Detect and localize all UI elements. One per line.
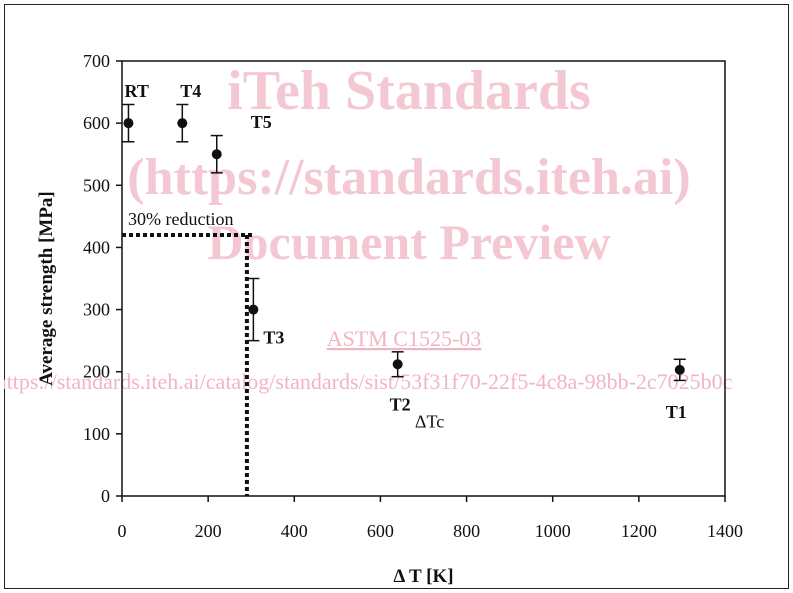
- y-axis-title: Average strength [MPa]: [36, 191, 57, 386]
- x-axis: 0 200 400 600 800 1000 1200 1400: [118, 496, 743, 541]
- data-point-t4: [177, 118, 188, 129]
- y-tick-label: 200: [83, 362, 110, 382]
- y-tick-label: 400: [83, 237, 110, 257]
- x-tick-label: 1400: [707, 521, 743, 541]
- frame-border: [4, 4, 789, 589]
- point-label-t3: T3: [263, 328, 284, 348]
- y-tick-label: 600: [83, 113, 110, 133]
- y-tick-label: 500: [83, 175, 110, 195]
- annotation-delta-tc: ΔTc: [415, 412, 444, 432]
- x-tick-label: 1000: [535, 521, 571, 541]
- data-point-t5: [211, 149, 222, 160]
- point-label-t5: T5: [251, 112, 272, 132]
- point-label-t4: T4: [180, 81, 201, 101]
- data-point-rt: [123, 118, 134, 129]
- data-point-t1: [674, 364, 685, 375]
- plot-area: [121, 60, 726, 497]
- y-tick-label: 700: [83, 51, 110, 71]
- data-point-t2: [392, 359, 403, 370]
- strength-chart: iTeh Standards (https://standards.iteh.a…: [4, 4, 789, 589]
- x-tick-label: 400: [281, 521, 308, 541]
- x-tick-label: 200: [195, 521, 222, 541]
- watermark-line-3: Document Preview: [207, 214, 610, 270]
- watermark-line-5: https://standards.iteh.ai/catalog/standa…: [4, 369, 733, 394]
- y-tick-label: 0: [101, 486, 110, 506]
- x-tick-label: 600: [367, 521, 394, 541]
- y-axis: 0 100 200 300 400 500 600 700: [83, 51, 122, 506]
- x-tick-label: 1200: [621, 521, 657, 541]
- x-axis-title: Δ T [K]: [393, 566, 453, 587]
- watermark-line-1: iTeh Standards: [227, 60, 591, 122]
- watermark-line-4: ASTM C1525-03: [327, 326, 482, 351]
- watermark: iTeh Standards (https://standards.iteh.a…: [4, 60, 733, 394]
- reference-lines: [122, 233, 253, 496]
- point-label-t2: T2: [390, 394, 411, 414]
- x-tick-label: 0: [118, 521, 127, 541]
- data-point-t3: [248, 304, 259, 315]
- data-points: RT T4 T5 T3 T2 T1: [122, 81, 687, 422]
- chart-frame: iTeh Standards (https://standards.iteh.a…: [4, 4, 789, 589]
- y-tick-label: 100: [83, 424, 110, 444]
- watermark-line-2: (https://standards.iteh.ai): [127, 149, 690, 206]
- point-label-rt: RT: [124, 81, 148, 101]
- y-tick-label: 300: [83, 300, 110, 320]
- x-tick-label: 800: [453, 521, 480, 541]
- annotation-30-reduction: 30% reduction: [128, 209, 233, 229]
- point-label-t1: T1: [666, 402, 687, 422]
